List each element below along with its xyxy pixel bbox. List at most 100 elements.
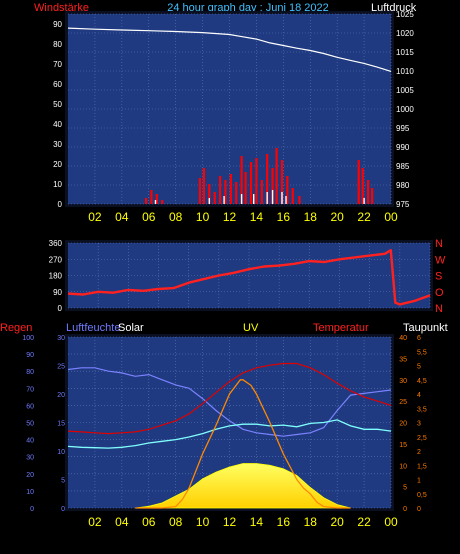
y-tick-label-right: 1000 [396, 105, 414, 114]
x-tick-label: 08 [169, 515, 183, 529]
dewpoint-line [67, 419, 392, 449]
x-tick-label: 10 [196, 515, 210, 529]
rain-tick-label: 10 [26, 489, 34, 496]
uv-tick-label: 1,5 [417, 463, 427, 470]
rain-tick-label: 100 [22, 335, 34, 342]
uv-tick-label: 0 [417, 506, 421, 513]
temperature-tick-label: 10 [399, 463, 407, 470]
x-tick-label: 12 [223, 210, 237, 224]
uv-tick-label: 2,5 [417, 435, 427, 442]
y-tick-label-left: 70 [53, 60, 62, 69]
uv-label: UV [243, 322, 259, 334]
y-tick-label-right: 990 [396, 143, 410, 152]
humidity-tick-label: 30 [57, 335, 65, 342]
x-tick-label: 04 [115, 515, 129, 529]
x-tick-label: 02 [88, 210, 102, 224]
humidity-tick-label: 0 [61, 506, 65, 513]
compass-label: W [435, 254, 446, 266]
x-tick-label: 04 [115, 210, 129, 224]
dewpoint-label: Taupunkt [403, 322, 448, 334]
x-tick-label: 14 [250, 515, 264, 529]
temperature-tick-label: 30 [399, 378, 407, 385]
temperature-tick-label: 25 [399, 399, 407, 406]
y-tick-label-right: 980 [396, 181, 410, 190]
temperature-label: Temperatur [313, 322, 369, 334]
y-tick-label-right: 975 [396, 200, 410, 209]
compass-label: N [435, 303, 443, 315]
uv-tick-label: 3 [417, 421, 421, 428]
solar-label: Solar [118, 322, 144, 334]
humidity-tick-label: 10 [57, 449, 65, 456]
rain-tick-label: 90 [26, 352, 34, 359]
uv-tick-label: 6 [417, 335, 421, 342]
humidity-label: Luftfeuchte [66, 322, 120, 334]
direction-tick-label: 0 [58, 304, 63, 313]
uv-tick-label: 4 [417, 392, 421, 399]
y-tick-label-left: 0 [58, 200, 63, 209]
x-tick-label: 18 [304, 210, 318, 224]
x-tick-label: 00 [384, 515, 398, 529]
temperature-tick-label: 5 [403, 485, 407, 492]
temperature-tick-label: 35 [399, 356, 407, 363]
x-tick-label: 16 [277, 515, 291, 529]
rain-tick-label: 80 [26, 369, 34, 376]
compass-label: O [435, 287, 444, 299]
temperature-tick-label: 0 [403, 506, 407, 513]
humidity-tick-label: 20 [57, 392, 65, 399]
rain-tick-label: 30 [26, 455, 34, 462]
temperature-tick-label: 40 [399, 335, 407, 342]
x-tick-label: 20 [330, 210, 344, 224]
x-tick-label: 20 [330, 515, 344, 529]
temperature-tick-label: 20 [399, 421, 407, 428]
y-tick-label-right: 985 [396, 162, 410, 171]
compass-label: S [435, 271, 442, 283]
rain-tick-label: 0 [30, 506, 34, 513]
x-tick-label: 18 [304, 515, 318, 529]
uv-tick-label: 3,5 [417, 406, 427, 413]
y-tick-label-right: 1015 [396, 48, 414, 57]
uv-tick-label: 1 [417, 478, 421, 485]
rain-tick-label: 40 [26, 438, 34, 445]
y-tick-label-left: 10 [53, 180, 62, 189]
temperature-line [67, 362, 392, 435]
x-tick-label: 12 [223, 515, 237, 529]
rain-label: Regen [0, 322, 32, 334]
compass-label: N [435, 238, 443, 250]
direction-tick-label: 180 [49, 272, 63, 281]
y-tick-label-left: 20 [53, 160, 62, 169]
rain-tick-label: 70 [26, 386, 34, 393]
pressure-line [67, 27, 392, 72]
x-tick-label: 06 [142, 515, 156, 529]
uv-tick-label: 5,5 [417, 349, 427, 356]
temperature-tick-label: 15 [399, 442, 407, 449]
x-tick-label: 16 [277, 210, 291, 224]
x-tick-label: 08 [169, 210, 183, 224]
direction-tick-label: 360 [49, 239, 63, 248]
y-tick-label-right: 1025 [396, 10, 414, 19]
uv-tick-label: 5 [417, 364, 421, 371]
wind-direction-line [67, 249, 431, 306]
x-tick-label: 02 [88, 515, 102, 529]
solar-area [135, 463, 351, 509]
rain-tick-label: 60 [26, 403, 34, 410]
x-tick-label: 22 [357, 515, 371, 529]
x-tick-label: 22 [357, 210, 371, 224]
rain-tick-label: 50 [26, 421, 34, 428]
uv-line [135, 379, 351, 509]
uv-tick-label: 4,5 [417, 378, 427, 385]
x-tick-label: 06 [142, 210, 156, 224]
direction-tick-label: 90 [53, 288, 62, 297]
y-tick-label-left: 90 [53, 20, 62, 29]
x-tick-label: 10 [196, 210, 210, 224]
x-tick-label: 14 [250, 210, 264, 224]
y-tick-label-right: 1020 [396, 29, 414, 38]
y-tick-label-right: 1010 [396, 67, 414, 76]
temperature-humidity-panel: 1009080706050403020100302520151050403530… [22, 334, 427, 529]
x-tick-label: 00 [384, 210, 398, 224]
uv-tick-label: 2 [417, 449, 421, 456]
y-tick-label-left: 40 [53, 120, 62, 129]
panel-area [68, 14, 391, 204]
y-tick-label-right: 1005 [396, 86, 414, 95]
humidity-tick-label: 15 [57, 421, 65, 428]
